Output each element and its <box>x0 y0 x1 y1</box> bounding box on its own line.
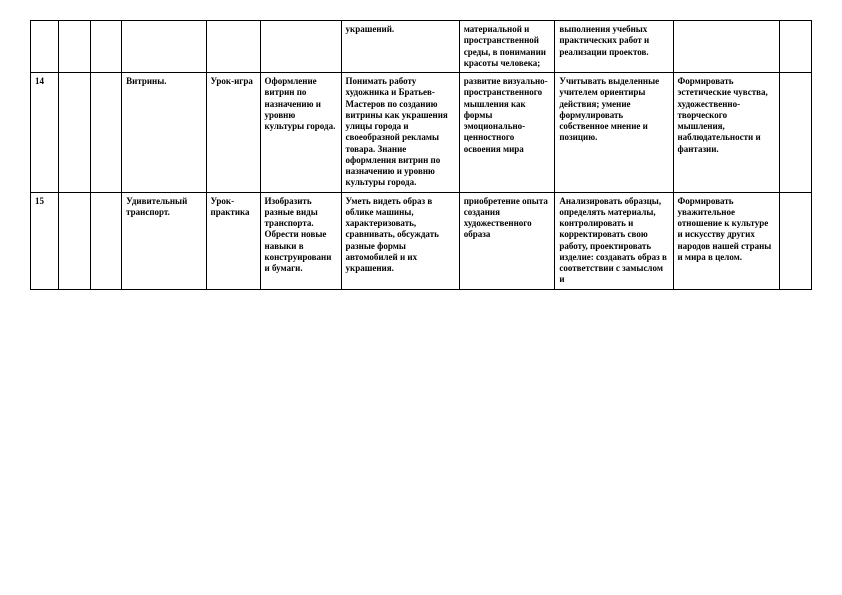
cell-dev: приобретение опыта создания художественн… <box>459 192 555 289</box>
cell-blank <box>59 192 91 289</box>
table-row: украшений. материальной и пространственн… <box>31 21 812 73</box>
cell-blank <box>780 73 812 193</box>
table-row: 15 Удивительный транспорт. Урок-практика… <box>31 192 812 289</box>
cell-form: Формировать уважительное отношение к кул… <box>673 192 780 289</box>
cell-act: выполнения учебных практических работ и … <box>555 21 673 73</box>
cell-blank <box>90 21 122 73</box>
cell-blank <box>90 73 122 193</box>
cell-form <box>673 21 780 73</box>
curriculum-table: украшений. материальной и пространственн… <box>30 20 812 290</box>
cell-dev: развитие визуально-пространственного мыш… <box>459 73 555 193</box>
cell-form: Формировать эстетические чувства, художе… <box>673 73 780 193</box>
cell-num <box>31 21 59 73</box>
cell-blank <box>59 73 91 193</box>
table-body: украшений. материальной и пространственн… <box>31 21 812 290</box>
document-page: украшений. материальной и пространственн… <box>0 0 842 310</box>
cell-task <box>260 21 341 73</box>
cell-task: Оформление витрин по назначению и уровню… <box>260 73 341 193</box>
cell-know: Понимать работу художника и Братьев-Маст… <box>341 73 459 193</box>
cell-blank <box>90 192 122 289</box>
cell-type: Урок-практика <box>206 192 260 289</box>
cell-blank <box>59 21 91 73</box>
cell-type: Урок-игра <box>206 73 260 193</box>
cell-num: 14 <box>31 73 59 193</box>
cell-act: Анализировать образцы, определять матери… <box>555 192 673 289</box>
table-row: 14 Витрины. Урок-игра Оформление витрин … <box>31 73 812 193</box>
cell-blank <box>780 21 812 73</box>
cell-topic: Витрины. <box>122 73 206 193</box>
cell-know: Уметь видеть образ в облике машины, хара… <box>341 192 459 289</box>
cell-task: Изобразить разные виды транспорта. Обрес… <box>260 192 341 289</box>
cell-num: 15 <box>31 192 59 289</box>
cell-topic <box>122 21 206 73</box>
cell-blank <box>780 192 812 289</box>
cell-type <box>206 21 260 73</box>
cell-topic: Удивительный транспорт. <box>122 192 206 289</box>
cell-act: Учитывать выделенные учителем ориентиры … <box>555 73 673 193</box>
cell-know: украшений. <box>341 21 459 73</box>
cell-dev: материальной и пространственной среды, в… <box>459 21 555 73</box>
